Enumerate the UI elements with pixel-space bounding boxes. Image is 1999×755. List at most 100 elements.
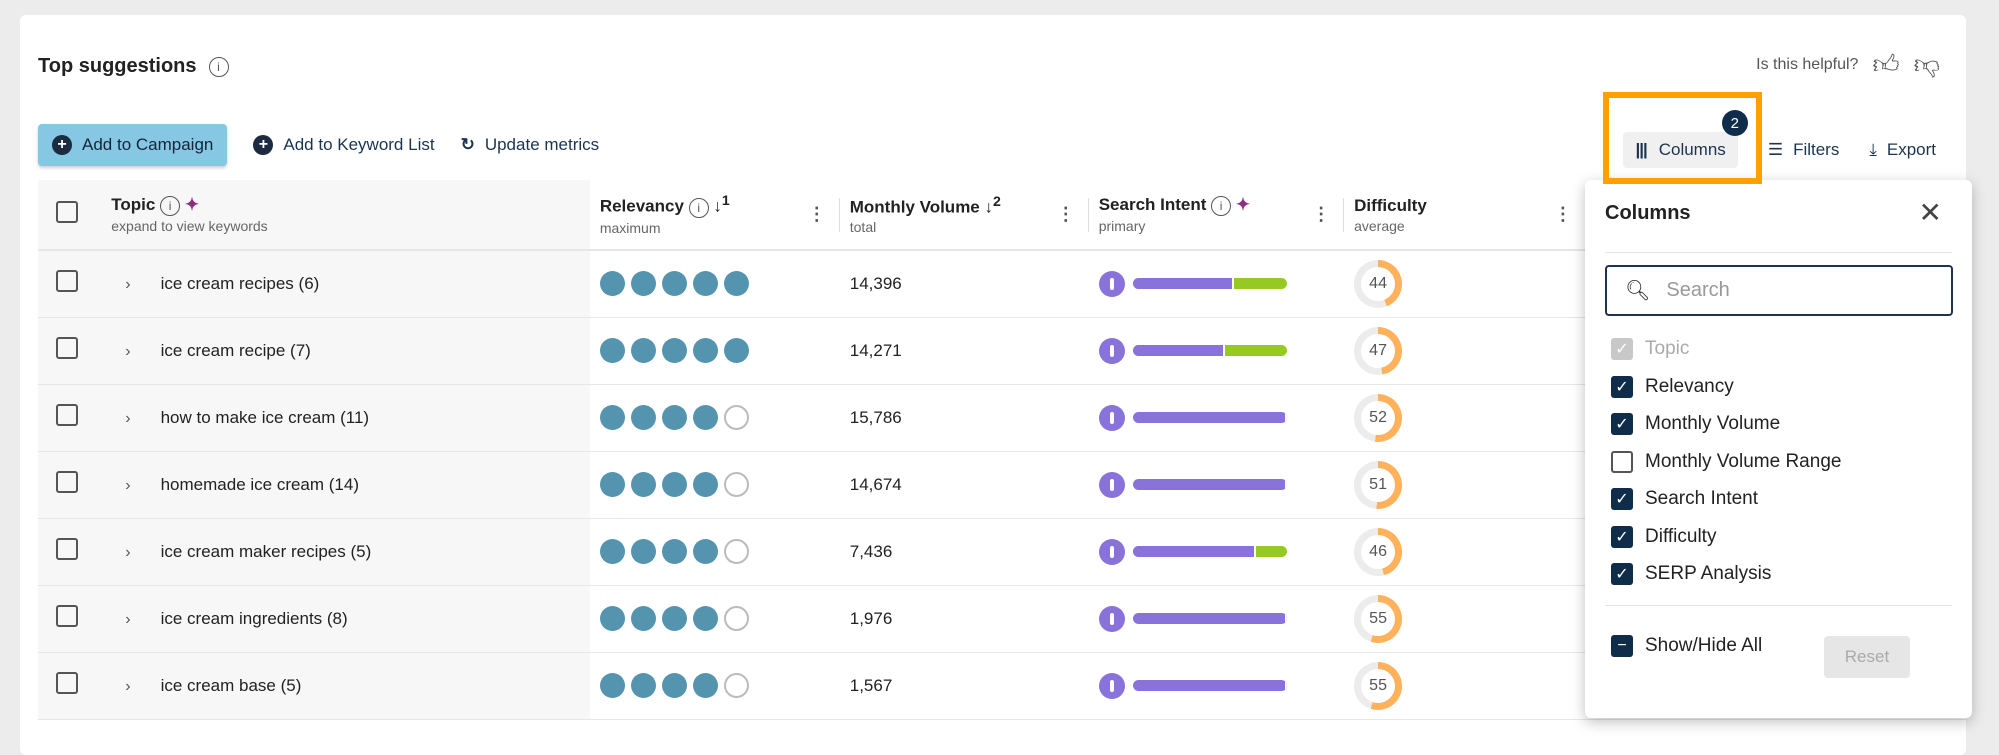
relevancy-cell bbox=[589, 585, 840, 653]
column-checkbox[interactable]: ✓ bbox=[1611, 563, 1633, 585]
relevancy-dot bbox=[661, 539, 687, 564]
thumbs-down-icon[interactable]: 👎︎ bbox=[1913, 49, 1940, 79]
topic-text: how to make ice cream (11) bbox=[160, 407, 370, 427]
column-option[interactable]: ✓ Relevancy bbox=[1611, 375, 1734, 398]
show-hide-all[interactable]: − Show/Hide All bbox=[1611, 635, 1762, 657]
refresh-icon: ↻ bbox=[460, 135, 475, 154]
difficulty-donut: 55 bbox=[1354, 661, 1403, 710]
label: Add to Keyword List bbox=[283, 135, 435, 154]
relevancy-dot bbox=[723, 405, 749, 430]
info-icon[interactable]: i bbox=[688, 197, 709, 218]
topic-cell: › homemade ice cream (14) bbox=[101, 451, 590, 519]
relevancy-dot bbox=[723, 338, 749, 363]
add-to-campaign-button[interactable]: + Add to Campaign bbox=[38, 124, 228, 166]
column-option[interactable]: ✓ Monthly Volume bbox=[1611, 413, 1780, 435]
columns-button[interactable]: ||| Columns 2 bbox=[1623, 110, 1748, 168]
row-checkbox[interactable] bbox=[56, 471, 78, 493]
close-icon[interactable]: ✕ bbox=[1918, 197, 1942, 228]
row-select bbox=[38, 317, 102, 385]
sort-desc-icon[interactable]: ↓ bbox=[713, 196, 722, 216]
expand-chevron-icon[interactable]: › bbox=[125, 409, 131, 427]
difficulty-value: 55 bbox=[1369, 676, 1387, 694]
update-metrics-button[interactable]: ↻ Update metrics bbox=[461, 135, 600, 155]
table-row[interactable]: › ice cream recipes (6) 14,396 44 bbox=[38, 250, 1966, 318]
intent-bar bbox=[1132, 680, 1287, 691]
difficulty-cell: 51 bbox=[1344, 451, 1586, 519]
highlight-box bbox=[1603, 92, 1762, 184]
more-icon[interactable]: ⋮ bbox=[1312, 204, 1331, 224]
thumbs-up-icon[interactable]: 👍︎ bbox=[1872, 49, 1900, 79]
header-topic[interactable]: Topic i ✦ expand to view keywords bbox=[101, 180, 590, 251]
row-checkbox[interactable] bbox=[56, 605, 78, 627]
expand-chevron-icon[interactable]: › bbox=[125, 275, 131, 293]
table-row[interactable]: › ice cream base (5) 1,567 55 bbox=[38, 652, 1966, 720]
label: Difficulty bbox=[1645, 525, 1717, 547]
row-checkbox[interactable] bbox=[56, 270, 78, 293]
relevancy-dot bbox=[723, 472, 749, 497]
expand-chevron-icon[interactable]: › bbox=[125, 342, 131, 360]
difficulty-value: 46 bbox=[1369, 542, 1387, 560]
more-icon[interactable]: ⋮ bbox=[1056, 204, 1075, 224]
column-checkbox[interactable]: ✓ bbox=[1611, 525, 1633, 548]
row-checkbox[interactable] bbox=[56, 337, 78, 359]
header-relevancy[interactable]: Relevancy i ↓1 maximum ⋮ bbox=[589, 180, 840, 251]
column-checkbox[interactable]: ✓ bbox=[1611, 375, 1633, 398]
filters-button[interactable]: ☰ Filters bbox=[1768, 140, 1840, 160]
column-checkbox[interactable]: ✓ bbox=[1611, 413, 1633, 435]
intent-cell bbox=[1088, 384, 1345, 452]
info-icon[interactable]: i bbox=[1211, 196, 1232, 216]
label: Relevancy bbox=[1645, 375, 1734, 397]
relevancy-dot bbox=[630, 472, 656, 497]
relevancy-dot bbox=[599, 673, 625, 698]
select-all-checkbox[interactable] bbox=[56, 201, 78, 223]
info-icon[interactable]: i bbox=[208, 56, 229, 77]
expand-chevron-icon[interactable]: › bbox=[125, 610, 131, 628]
column-checkbox[interactable] bbox=[1611, 450, 1633, 473]
column-option[interactable]: ✓ Topic bbox=[1611, 338, 1689, 360]
sparkle-icon: ✦ bbox=[1235, 195, 1251, 214]
column-checkbox[interactable]: ✓ bbox=[1611, 338, 1633, 360]
informational-intent-icon bbox=[1098, 337, 1125, 364]
relevancy-dot bbox=[661, 606, 687, 631]
expand-chevron-icon[interactable]: › bbox=[125, 476, 131, 494]
column-checkbox[interactable]: ✓ bbox=[1611, 488, 1633, 510]
column-option[interactable]: ✓ Search Intent bbox=[1611, 488, 1758, 510]
row-select bbox=[38, 451, 102, 519]
reset-button[interactable]: Reset bbox=[1824, 636, 1910, 678]
more-icon[interactable]: ⋮ bbox=[807, 204, 826, 224]
row-checkbox[interactable] bbox=[56, 672, 78, 694]
export-button[interactable]: ⤓ Export bbox=[1869, 140, 1936, 160]
indeterminate-checkbox[interactable]: − bbox=[1611, 635, 1633, 657]
plus-circle-icon: + bbox=[253, 135, 274, 155]
add-to-keyword-list-button[interactable]: + Add to Keyword List bbox=[253, 135, 435, 155]
column-option[interactable]: ✓ Difficulty bbox=[1611, 525, 1717, 548]
relevancy-dot bbox=[599, 606, 625, 631]
columns-panel: Columns ✕ 🔍︎ ✓ Topic ✓ Relevancy ✓ Monthly Vo… bbox=[1585, 180, 1972, 718]
header-monthly-volume[interactable]: Monthly Volume ↓2 total ⋮ bbox=[839, 180, 1089, 251]
sort-desc-icon[interactable]: ↓ bbox=[984, 197, 994, 217]
relevancy-dot bbox=[692, 472, 718, 497]
column-option[interactable]: ✓ SERP Analysis bbox=[1611, 563, 1771, 585]
relevancy-dot bbox=[630, 338, 656, 363]
table-row[interactable]: › ice cream recipe (7) 14,271 47 bbox=[38, 317, 1966, 385]
expand-chevron-icon[interactable]: › bbox=[125, 543, 131, 561]
intent-primary-fill bbox=[1132, 546, 1256, 557]
search-input[interactable] bbox=[1666, 279, 1927, 302]
header-difficulty[interactable]: Difficulty average ⋮ bbox=[1344, 180, 1586, 251]
download-icon: ⤓ bbox=[1869, 140, 1877, 159]
expand-chevron-icon[interactable]: › bbox=[125, 677, 131, 695]
info-icon[interactable]: i bbox=[160, 196, 181, 216]
header-search-intent[interactable]: Search Intent i ✦ primary ⋮ bbox=[1088, 180, 1345, 251]
row-checkbox[interactable] bbox=[56, 538, 78, 560]
sort-order: 1 bbox=[721, 193, 730, 210]
informational-intent-icon bbox=[1098, 471, 1125, 498]
header-sub: expand to view keywords bbox=[111, 218, 268, 234]
row-checkbox[interactable] bbox=[56, 404, 78, 426]
difficulty-cell: 46 bbox=[1344, 518, 1586, 586]
label: SERP Analysis bbox=[1645, 563, 1772, 584]
helpful-label: Is this helpful? bbox=[1756, 55, 1859, 73]
informational-intent-icon bbox=[1098, 605, 1125, 632]
column-option[interactable]: Monthly Volume Range bbox=[1611, 450, 1841, 473]
more-icon[interactable]: ⋮ bbox=[1553, 204, 1572, 224]
difficulty-cell: 52 bbox=[1344, 384, 1586, 452]
